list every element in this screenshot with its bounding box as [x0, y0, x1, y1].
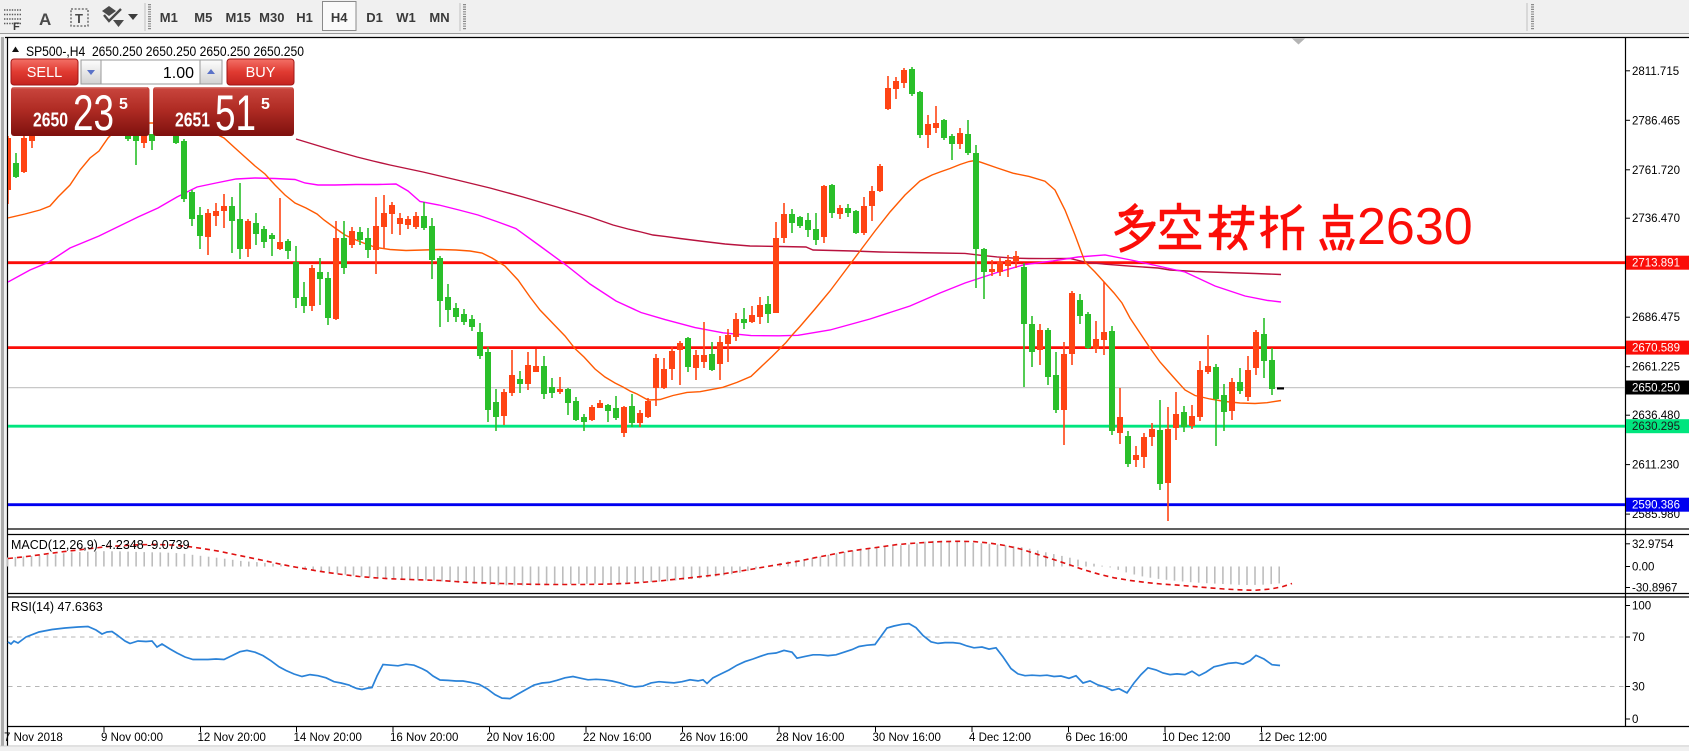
svg-text:RSI(14) 47.6363: RSI(14) 47.6363 — [11, 600, 103, 614]
svg-text:4 Dec 12:00: 4 Dec 12:00 — [969, 732, 1031, 744]
svg-text:26 Nov 16:00: 26 Nov 16:00 — [680, 732, 748, 744]
svg-text:BUY: BUY — [246, 65, 276, 81]
svg-text:2650: 2650 — [33, 110, 68, 132]
svg-text:1.00: 1.00 — [163, 65, 194, 82]
svg-text:6 Dec 16:00: 6 Dec 16:00 — [1066, 732, 1128, 744]
svg-text:2630.295: 2630.295 — [1632, 421, 1680, 433]
svg-text:22 Nov 16:00: 22 Nov 16:00 — [583, 732, 651, 744]
svg-text:2661.225: 2661.225 — [1632, 362, 1680, 374]
svg-text:2630: 2630 — [1357, 198, 1473, 256]
svg-text:2686.475: 2686.475 — [1632, 312, 1680, 324]
svg-text:20 Nov 16:00: 20 Nov 16:00 — [487, 732, 555, 744]
svg-text:MACD(12,26,9) -4.2348 -9.0739: MACD(12,26,9) -4.2348 -9.0739 — [11, 538, 190, 552]
svg-text:2670.589: 2670.589 — [1632, 343, 1680, 355]
svg-text:100: 100 — [1632, 601, 1651, 613]
svg-text:H4: H4 — [331, 10, 348, 25]
svg-text:0.00: 0.00 — [1632, 562, 1654, 574]
svg-text:7 Nov 2018: 7 Nov 2018 — [4, 732, 63, 744]
svg-text:70: 70 — [1632, 632, 1645, 644]
svg-text:F: F — [13, 21, 20, 33]
svg-text:D1: D1 — [366, 10, 383, 25]
svg-text:MN: MN — [429, 10, 449, 25]
svg-text:2761.720: 2761.720 — [1632, 165, 1680, 177]
svg-text:12 Dec 12:00: 12 Dec 12:00 — [1259, 732, 1327, 744]
svg-text:M15: M15 — [226, 10, 251, 25]
svg-text:A: A — [39, 10, 51, 29]
svg-text:H1: H1 — [296, 10, 313, 25]
svg-text:51: 51 — [215, 85, 256, 141]
svg-text:SP500-,H4 2650.250 2650.250 2: SP500-,H4 2650.250 2650.250 2650.250 265… — [26, 43, 304, 59]
svg-text:10 Dec 12:00: 10 Dec 12:00 — [1162, 732, 1230, 744]
svg-text:2786.465: 2786.465 — [1632, 115, 1680, 127]
svg-text:T: T — [75, 11, 83, 26]
svg-text:14 Nov 20:00: 14 Nov 20:00 — [294, 732, 362, 744]
svg-text:2713.891: 2713.891 — [1632, 258, 1680, 270]
svg-text:0: 0 — [1632, 714, 1638, 726]
svg-text:16 Nov 20:00: 16 Nov 20:00 — [390, 732, 458, 744]
svg-text:2736.470: 2736.470 — [1632, 213, 1680, 225]
svg-text:32.9754: 32.9754 — [1632, 539, 1674, 551]
svg-text:5: 5 — [261, 96, 270, 113]
svg-text:2650.250: 2650.250 — [1632, 383, 1680, 395]
svg-text:2590.386: 2590.386 — [1632, 500, 1680, 512]
svg-text:2585.980: 2585.980 — [1632, 509, 1680, 521]
svg-text:23: 23 — [73, 85, 114, 141]
svg-text:SELL: SELL — [27, 65, 62, 81]
svg-text:2611.230: 2611.230 — [1632, 460, 1679, 472]
svg-text:12 Nov 20:00: 12 Nov 20:00 — [198, 732, 266, 744]
svg-text:M30: M30 — [259, 10, 284, 25]
svg-text:M5: M5 — [194, 10, 212, 25]
svg-text:2811.715: 2811.715 — [1632, 66, 1679, 78]
svg-text:W1: W1 — [396, 10, 416, 25]
svg-text:28 Nov 16:00: 28 Nov 16:00 — [776, 732, 844, 744]
svg-text:-30.8967: -30.8967 — [1632, 583, 1677, 595]
svg-text:2651: 2651 — [175, 110, 210, 132]
svg-text:30 Nov 16:00: 30 Nov 16:00 — [873, 732, 941, 744]
svg-text:M1: M1 — [160, 10, 178, 25]
svg-text:30: 30 — [1632, 682, 1645, 694]
svg-text:9 Nov 00:00: 9 Nov 00:00 — [101, 732, 163, 744]
svg-text:5: 5 — [119, 96, 128, 113]
